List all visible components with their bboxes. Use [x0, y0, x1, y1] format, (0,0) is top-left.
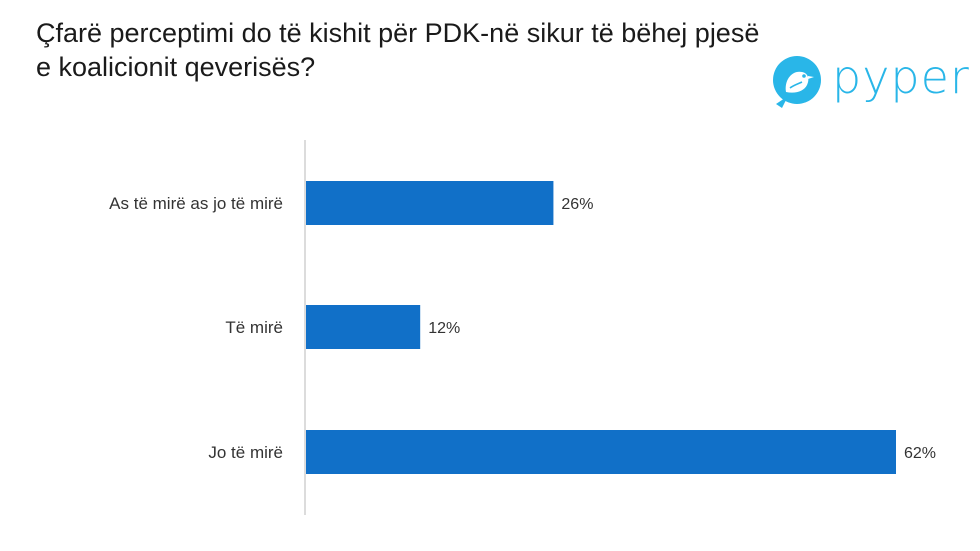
- category-label-2: Jo të mirë: [208, 443, 283, 462]
- value-label-1: 12%: [428, 320, 460, 337]
- value-label-2: 62%: [904, 445, 936, 462]
- pyper-logo: pyper: [768, 50, 970, 112]
- chart-title: Çfarë perceptimi do të kishit për PDK-në…: [36, 18, 760, 82]
- value-label-0: 26%: [561, 196, 593, 213]
- bird-icon: [773, 56, 821, 108]
- logo-text: pyper: [832, 50, 970, 104]
- bar-2: [306, 430, 896, 474]
- bar-0: [306, 181, 554, 225]
- category-label-0: As të mirë as jo të mirë: [109, 194, 283, 213]
- bar-1: [306, 305, 421, 349]
- category-label-1: Të mirë: [225, 318, 283, 337]
